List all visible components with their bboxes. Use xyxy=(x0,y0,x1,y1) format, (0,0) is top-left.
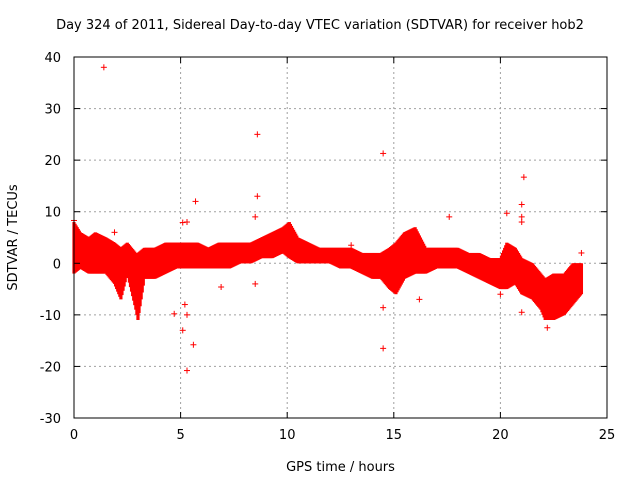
data-point xyxy=(446,213,453,220)
data-point xyxy=(348,242,355,249)
data-point xyxy=(518,309,525,316)
data-point xyxy=(497,291,504,298)
y-tick-label: 10 xyxy=(44,206,61,221)
x-tick-label: 25 xyxy=(599,428,616,443)
x-tick-label: 0 xyxy=(70,428,78,443)
data-point xyxy=(578,249,585,256)
axis-ticks: 0 5 10 15 20 25 -30 -20 -10 0 10 20 30 40 xyxy=(40,51,616,443)
data-point xyxy=(518,213,525,220)
y-tick-label: 40 xyxy=(44,51,61,66)
data-point xyxy=(179,219,186,226)
data-point xyxy=(503,210,510,217)
x-axis-label: GPS time / hours xyxy=(286,460,395,475)
x-tick-label: 10 xyxy=(279,428,296,443)
data-point xyxy=(520,174,527,181)
data-point xyxy=(100,64,107,71)
data-point xyxy=(416,296,423,303)
data-point xyxy=(179,327,186,334)
data-point xyxy=(192,198,199,205)
y-tick-label: 0 xyxy=(53,257,61,272)
data-point xyxy=(183,311,190,318)
data-point xyxy=(252,213,259,220)
data-point xyxy=(181,301,188,308)
data-series-sdtvar xyxy=(72,222,584,321)
data-point xyxy=(171,310,178,317)
data-point xyxy=(380,345,387,352)
data-point xyxy=(218,284,225,291)
y-tick-label: -20 xyxy=(40,360,61,375)
y-axis-label: SDTVAR / TECUs xyxy=(6,184,21,291)
grid-lines xyxy=(74,57,607,418)
plot-area-frame xyxy=(73,56,608,419)
y-tick-label: -30 xyxy=(40,412,61,427)
data-point xyxy=(518,219,525,226)
x-tick-label: 15 xyxy=(386,428,403,443)
chart-title: Day 324 of 2011, Sidereal Day-to-day VTE… xyxy=(56,18,584,33)
x-tick-label: 20 xyxy=(492,428,509,443)
data-point xyxy=(111,229,118,236)
data-point xyxy=(380,304,387,311)
data-point xyxy=(254,131,261,138)
y-tick-label: -10 xyxy=(40,309,61,324)
x-tick-label: 5 xyxy=(176,428,184,443)
data-point xyxy=(544,324,551,331)
data-point xyxy=(252,280,259,287)
data-point xyxy=(254,193,261,200)
data-point xyxy=(190,341,197,348)
data-point xyxy=(183,219,190,226)
outlier-points xyxy=(71,64,585,374)
y-tick-label: 30 xyxy=(44,103,61,118)
data-point xyxy=(380,150,387,157)
data-point xyxy=(518,201,525,208)
y-tick-label: 20 xyxy=(44,154,61,169)
data-point xyxy=(183,367,190,374)
